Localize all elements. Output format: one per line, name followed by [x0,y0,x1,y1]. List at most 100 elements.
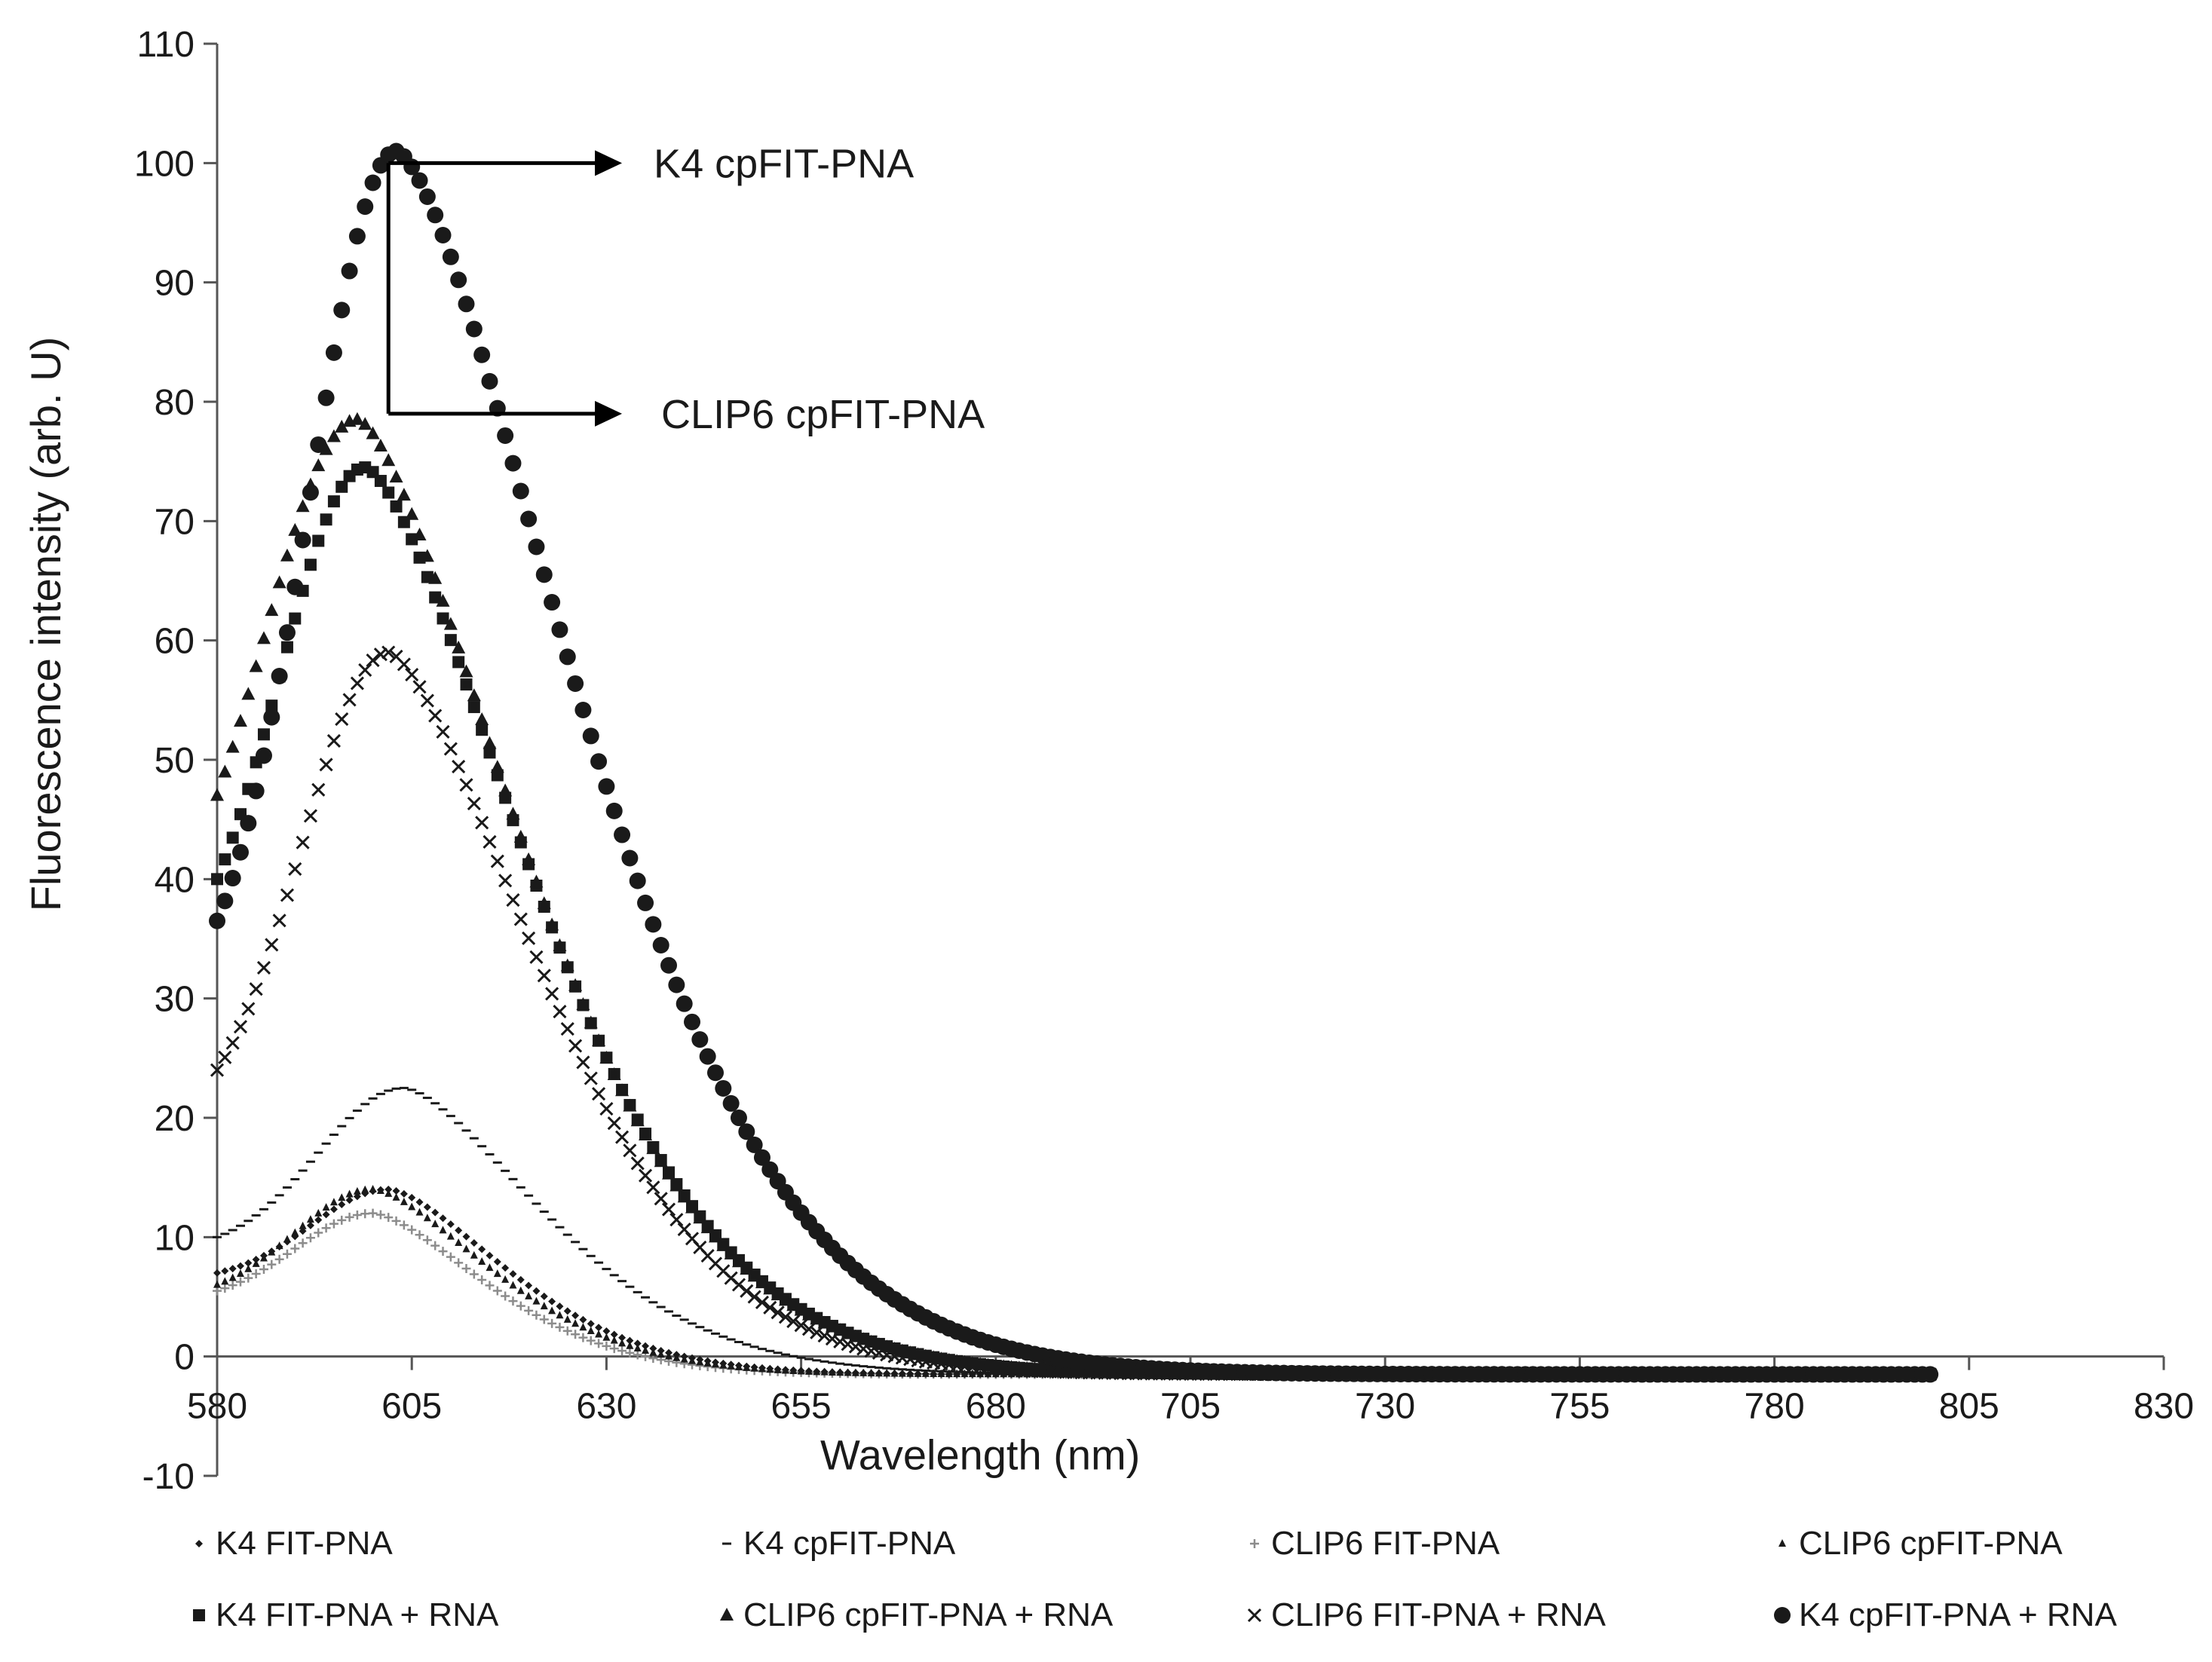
data-point [755,1295,770,1310]
data-point [813,1367,821,1376]
x-axis-title: Wavelength (nm) [820,1431,1140,1479]
data-point [493,1269,501,1278]
data-point [438,1247,448,1256]
data-point [716,1238,731,1251]
data-point [637,894,654,911]
data-point [859,1368,868,1376]
data-point [366,653,380,668]
data-point [236,1269,244,1277]
data-point [255,747,272,764]
data-point [633,1343,642,1351]
data-point [621,849,639,867]
data-point [746,1136,763,1153]
data-point [623,1098,637,1112]
data-point [574,701,592,718]
data-point [887,1342,902,1355]
data-point [329,1205,338,1214]
data-point [470,1250,478,1259]
data-point [391,1216,401,1226]
data-point [405,507,419,520]
data-point [442,248,459,265]
data-point [397,488,411,501]
data-point [763,1281,777,1295]
data-point [283,1235,291,1243]
data-point [669,1178,684,1192]
data-point [428,709,443,723]
data-point [771,1305,785,1320]
y-tick-label: 10 [155,1218,195,1258]
data-point [734,1362,743,1370]
data-point [345,1212,354,1222]
data-point [960,1370,969,1378]
arrow-head-icon [595,150,623,176]
data-point [638,1168,653,1183]
data-point [219,853,231,866]
data-point [532,1287,541,1295]
data-point [352,1211,362,1220]
data-point [825,1319,839,1333]
data-point [804,1367,813,1375]
data-point [422,1235,432,1245]
data-point [358,417,372,430]
arrow-head-icon [595,400,623,427]
data-point [265,603,279,617]
data-point [801,1307,816,1321]
data-point [443,617,458,630]
data-point [629,872,646,889]
y-tick-label: 110 [136,25,195,65]
data-point [509,1281,517,1289]
data-point [562,1326,572,1336]
data-point [699,1048,716,1065]
data-point [493,1258,501,1266]
data-point [778,1310,793,1324]
data-point [476,724,489,736]
series-clip6-fit-pna-rna [210,645,1938,1382]
data-point [906,1369,915,1377]
legend-label: CLIP6 cpFIT-PNA [1799,1525,2063,1562]
data-point [584,1015,598,1029]
data-point [501,1291,510,1301]
data-point [731,1254,746,1268]
data-point [660,956,678,974]
x-tick-label: 730 [1355,1387,1415,1427]
data-point [559,648,576,666]
data-point [335,712,349,727]
data-point [358,663,372,677]
data-point [437,612,449,625]
series-clip6-cpfit-pna-rna [210,412,1938,1380]
data-point [662,1166,676,1180]
data-point [545,987,559,1001]
data-point [389,470,403,483]
data-point [439,1214,447,1223]
legend-marker-icon [1774,1607,1791,1624]
data-point [350,412,364,425]
legend-marker-icon [1247,1608,1262,1623]
legend-label: CLIP6 cpFIT-PNA + RNA [743,1596,1114,1633]
data-point [244,1264,253,1272]
data-point [492,1286,502,1296]
data-point [272,914,286,928]
data-point [614,1130,630,1144]
data-point [774,1365,782,1373]
data-point [444,634,457,647]
data-point [431,1220,440,1228]
data-point [677,1189,691,1203]
data-point [263,709,280,726]
data-point [294,531,311,549]
y-tick-label: 90 [155,264,195,304]
data-point [485,1281,495,1290]
y-axis-title: Fluorescence intensity (arb. U) [22,337,69,912]
data-point [755,1275,769,1289]
data-point [278,624,296,641]
data-point [407,1225,417,1235]
data-point [553,1004,567,1019]
data-point [747,1290,761,1304]
data-point [345,1196,354,1204]
data-point [911,1347,925,1361]
data-point [428,571,443,584]
data-point [335,419,349,433]
data-point [516,1286,525,1294]
data-point [376,1186,384,1195]
data-point [867,1369,875,1377]
data-point [357,198,374,216]
